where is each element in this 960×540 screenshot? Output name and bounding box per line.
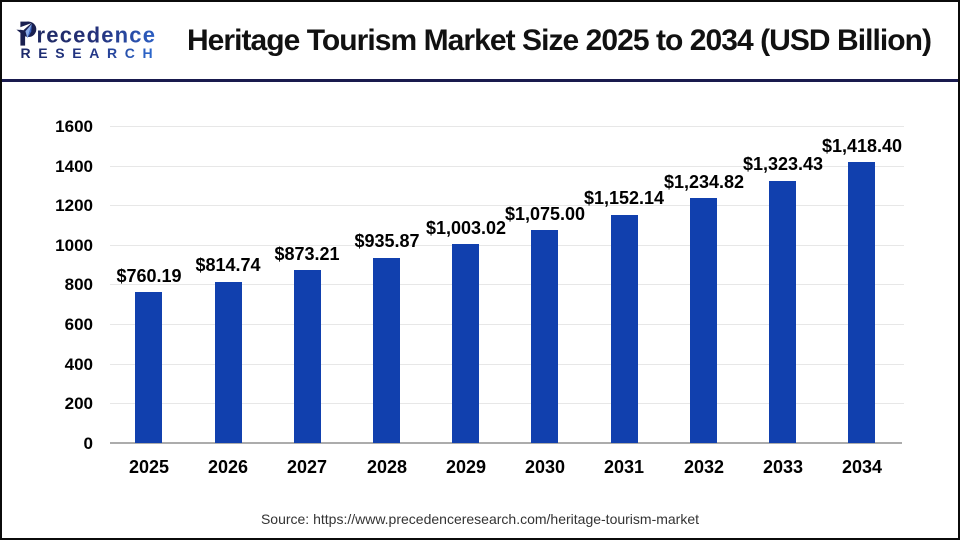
svg-text:RESEARCH: RESEARCH: [21, 45, 161, 61]
svg-text:recedence: recedence: [37, 23, 157, 48]
